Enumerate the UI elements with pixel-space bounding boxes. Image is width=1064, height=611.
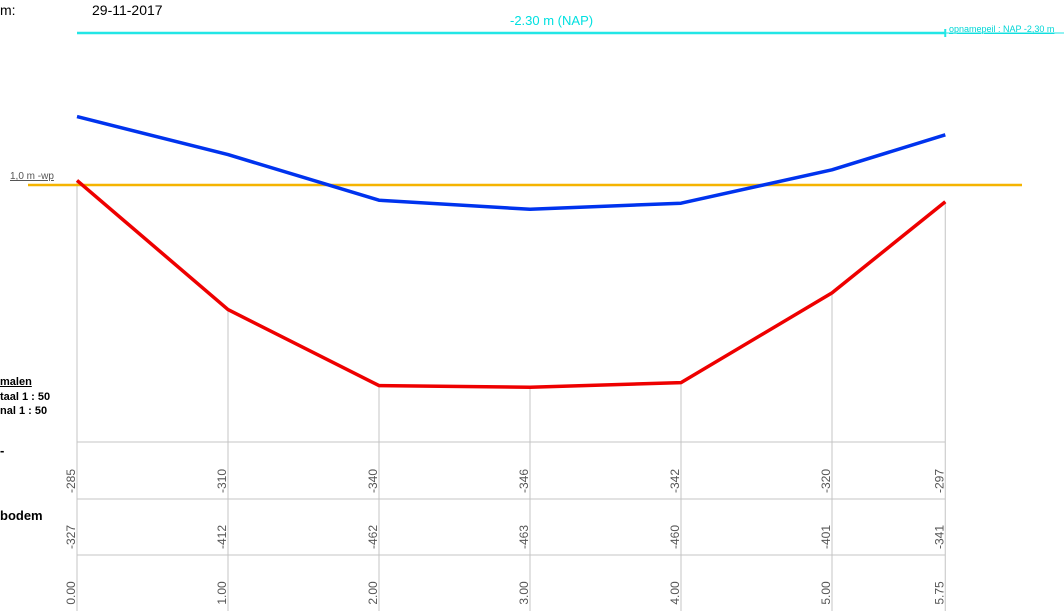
bottom-level-value: -341 (932, 525, 946, 549)
waterpeil-label: 1,0 m -wp (10, 171, 54, 182)
distance-tick-label: 3.00 (517, 581, 531, 605)
date-label: m: (0, 2, 16, 18)
water-level-value: -310 (215, 469, 229, 493)
distance-tick-label: 5.75 (932, 581, 946, 605)
scale-vertical: nal 1 : 50 (0, 405, 48, 417)
nap-reference-label: opnamepeil : NAP -2,30 m (949, 24, 1055, 34)
bottom-line (75, 179, 947, 389)
water-level-value: -346 (517, 469, 531, 493)
date-value: 29-11-2017 (92, 2, 163, 18)
bottom-level-value: -462 (366, 525, 380, 549)
water-level-value: -340 (366, 469, 380, 493)
bottom-level-value: -401 (819, 525, 833, 549)
bottom-level-value: -412 (215, 525, 229, 549)
distance-tick-label: 4.00 (668, 581, 682, 605)
bottom-row-label: bodem (0, 508, 43, 523)
distance-tick-label: 1.00 (215, 581, 229, 605)
water-row-label: - (0, 443, 5, 458)
water-level-value: -320 (819, 469, 833, 493)
water-level-value: -285 (64, 469, 78, 493)
scale-title: malen (0, 376, 32, 388)
scale-horizontal: taal 1 : 50 (0, 391, 51, 403)
water-level-value: -297 (932, 469, 946, 493)
distance-tick-label: 5.00 (819, 581, 833, 605)
distance-tick-label: 2.00 (366, 581, 380, 605)
bottom-level-value: -460 (668, 525, 682, 549)
bottom-level-value: -327 (64, 525, 78, 549)
water-surface-line (76, 114, 946, 212)
nap-title: -2.30 m (NAP) (510, 13, 594, 28)
water-level-value: -342 (668, 469, 682, 493)
bottom-level-value: -463 (517, 525, 531, 549)
distance-tick-label: 0.00 (64, 581, 78, 605)
